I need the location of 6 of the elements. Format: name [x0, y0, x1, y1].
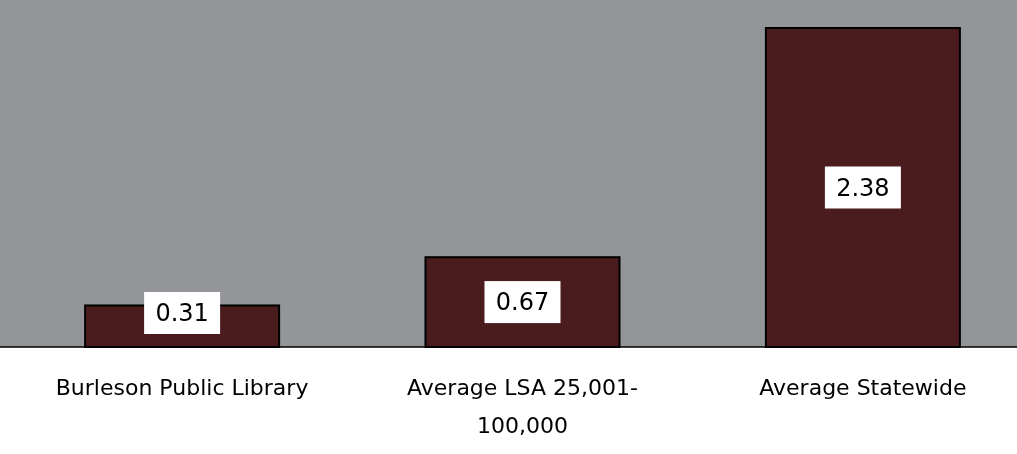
x-tick-label: Average Statewide — [759, 375, 967, 400]
data-label: 0.31 — [155, 299, 209, 327]
data-label: 0.67 — [495, 288, 550, 317]
data-label: 2.38 — [836, 173, 890, 202]
x-tick-label: Average LSA 25,001-100,000 — [407, 375, 638, 438]
x-tick-label: Burleson Public Library — [55, 375, 309, 400]
